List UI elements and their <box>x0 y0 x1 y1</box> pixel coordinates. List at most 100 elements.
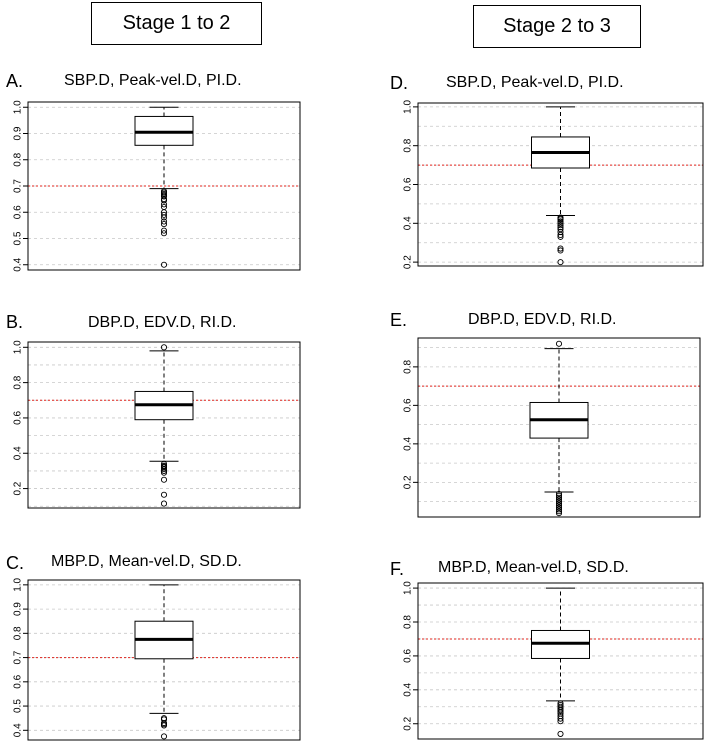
y-tick-label: 0.4 <box>403 216 414 230</box>
outlier-point <box>160 491 168 498</box>
outlier-point <box>160 467 168 474</box>
panel-a-title: SBP.D, Peak-vel.D, PI.D. <box>64 72 242 89</box>
outlier-point <box>557 715 564 722</box>
outlier-point <box>160 344 168 351</box>
outlier-point <box>555 494 563 501</box>
panel-b-title: DBP.D, EDV.D, RI.D. <box>88 314 237 331</box>
stage-1-to-2-header: Stage 1 to 2 <box>91 2 262 45</box>
outlier-point <box>555 502 563 509</box>
outlier-point <box>555 510 563 517</box>
outlier-point <box>557 218 564 225</box>
outlier-point <box>555 492 563 499</box>
y-tick-label: 0.8 <box>13 626 24 640</box>
outlier-point <box>160 476 168 483</box>
outlier-point <box>555 340 563 347</box>
panel-a-plot: 0.4 0.5 0.6 0.7 0.8 0.9 1.0 <box>13 100 301 272</box>
y-tick-label: 0.8 <box>403 359 414 373</box>
y-tick-label: 0.4 <box>13 446 24 460</box>
outlier-point <box>555 490 563 497</box>
y-tick-label: 0.4 <box>403 436 414 450</box>
outlier-point <box>160 469 168 476</box>
y-tick-label: 0.2 <box>403 716 414 730</box>
panel-e-plot: 0.2 0.4 0.6 0.8 <box>403 337 701 518</box>
panel-e-letter: E. <box>390 310 408 330</box>
y-tick-label: 0.6 <box>403 177 414 191</box>
plot-frame <box>27 341 301 509</box>
y-tick-label: 0.4 <box>13 723 24 737</box>
outlier-point <box>557 231 564 239</box>
y-tick-label: 0.2 <box>403 255 414 269</box>
outlier-point <box>160 722 168 729</box>
outlier-point <box>557 718 564 725</box>
y-tick-label: 0.7 <box>13 179 24 193</box>
outlier-point <box>160 733 168 740</box>
y-tick-label: 0.8 <box>403 615 414 629</box>
outlier-point <box>557 708 564 715</box>
y-tick-label: 1.0 <box>13 340 24 354</box>
y-tick-label: 0.6 <box>13 674 24 688</box>
plot-frame <box>417 337 701 518</box>
outlier-point <box>557 220 564 227</box>
outlier-point <box>555 504 563 511</box>
y-tick-label: 0.2 <box>13 481 24 495</box>
stage-2-to-3-label: Stage 2 to 3 <box>503 15 611 37</box>
outlier-point <box>557 245 564 252</box>
y-tick-label: 0.5 <box>13 699 24 713</box>
y-tick-label: 0.6 <box>13 411 24 425</box>
outlier-point <box>555 496 563 503</box>
y-tick-label: 1.0 <box>403 581 414 595</box>
y-tick-label: 0.8 <box>13 375 24 389</box>
y-tick-label: 0.5 <box>13 231 24 245</box>
stage-2-to-3-header: Stage 2 to 3 <box>473 5 641 48</box>
outlier-point <box>160 230 168 237</box>
outlier-point <box>555 506 563 513</box>
panel-f-plot: 0.2 0.4 0.6 0.8 1.0 <box>403 581 704 740</box>
panel-b-letter: B. <box>6 312 24 332</box>
y-tick-label: 0.6 <box>403 398 414 412</box>
y-tick-label: 1.0 <box>13 577 24 591</box>
y-tick-label: 0.4 <box>13 257 24 271</box>
panel-e-title: DBP.D, EDV.D, RI.D. <box>468 311 617 328</box>
panel-f-letter: F. <box>390 559 405 579</box>
panel-a-letter: A. <box>6 71 24 91</box>
panel-c-plot: 0.4 0.5 0.6 0.7 0.8 0.9 1.0 <box>13 577 301 741</box>
panel-d-plot: 0.2 0.4 0.6 0.8 1.0 <box>403 99 704 269</box>
panel-f-title: MBP.D, Mean-vel.D, SD.D. <box>438 559 629 576</box>
y-tick-label: 0.6 <box>403 649 414 663</box>
stage-1-to-2-label: Stage 1 to 2 <box>122 12 231 34</box>
outlier-point <box>555 498 563 505</box>
outlier-point <box>557 216 564 223</box>
outlier-point <box>160 227 168 234</box>
outlier-point <box>160 211 168 218</box>
y-tick-label: 0.7 <box>13 650 24 664</box>
outlier-point <box>557 730 564 737</box>
outlier-point <box>160 218 168 225</box>
outlier-point <box>160 466 168 473</box>
plot-frame <box>417 582 704 740</box>
outlier-point <box>160 214 168 221</box>
panel-d-title: SBP.D, Peak-vel.D, PI.D. <box>446 74 624 91</box>
outlier-point <box>160 193 168 200</box>
y-tick-label: 0.6 <box>13 205 24 219</box>
outlier-point <box>557 259 564 266</box>
outlier-point <box>160 197 168 204</box>
outlier-point <box>555 500 563 507</box>
y-tick-label: 0.9 <box>13 126 24 140</box>
y-tick-label: 0.8 <box>403 138 414 152</box>
y-tick-label: 0.2 <box>403 475 414 489</box>
outlier-point <box>557 222 564 229</box>
panel-c-letter: C. <box>6 553 24 573</box>
outlier-point <box>557 247 564 254</box>
outlier-point <box>160 221 168 228</box>
outlier-point <box>557 226 564 233</box>
panel-b-plot: 0.2 0.4 0.6 0.8 1.0 <box>13 340 301 509</box>
outlier-point <box>160 500 168 507</box>
outlier-point <box>160 201 168 208</box>
outlier-point <box>555 508 563 515</box>
outlier-point <box>557 707 564 714</box>
y-tick-label: 0.8 <box>13 152 24 166</box>
outlier-point <box>160 261 168 268</box>
outlier-point <box>557 233 564 240</box>
panel-c-title: MBP.D, Mean-vel.D, SD.D. <box>51 553 242 570</box>
plot-frame <box>27 579 301 741</box>
